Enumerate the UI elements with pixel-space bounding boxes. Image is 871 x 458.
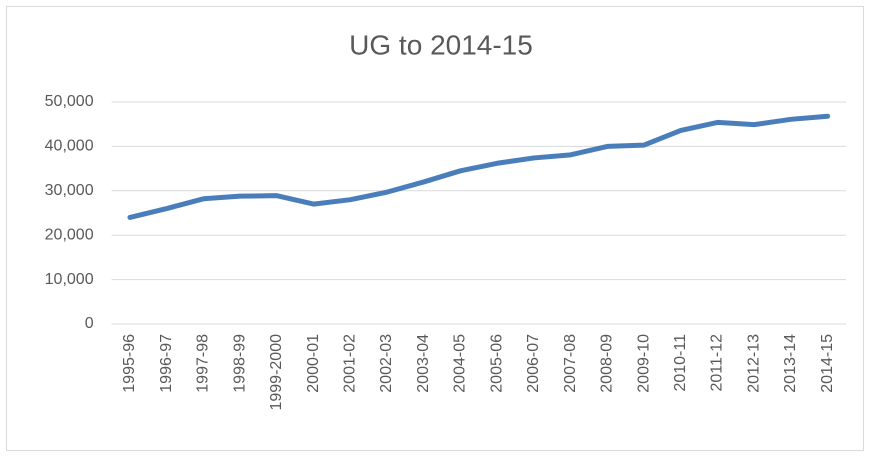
- chart-border: [6, 6, 864, 451]
- x-tick-label: 2003-04: [415, 334, 432, 393]
- x-tick-label: 2014-15: [819, 334, 836, 393]
- x-tick-label: 2006-07: [525, 334, 542, 393]
- x-tick-label: 2010-11: [672, 334, 689, 392]
- y-tick-label: 10,000: [45, 271, 94, 288]
- x-tick-label: 2002-03: [378, 334, 395, 393]
- line: [127, 113, 831, 220]
- x-tick-label: 2001-02: [341, 334, 358, 393]
- x-tick-label: 2011-12: [709, 334, 726, 392]
- x-tick-label: 2004-05: [452, 334, 469, 393]
- y-tick-label: 30,000: [45, 182, 94, 199]
- y-tick-label: 40,000: [45, 138, 94, 155]
- x-tick-label: 2013-14: [782, 334, 799, 393]
- x-tick-label: 1999-2000: [268, 334, 285, 411]
- x-tick-label: 2007-08: [562, 334, 579, 393]
- y-tick-label: 0: [85, 315, 94, 332]
- y-tick-label: 20,000: [45, 226, 94, 243]
- y-tick-label: 50,000: [45, 93, 94, 110]
- chart-title: UG to 2014-15: [349, 29, 533, 60]
- x-tick-label: 2012-13: [745, 334, 762, 393]
- x-tick-label: 1995-96: [121, 334, 138, 393]
- x-tick-label: 1996-97: [158, 334, 175, 393]
- x-tick-label: 2000-01: [305, 334, 322, 393]
- x-tick-label: 2009-10: [635, 334, 652, 393]
- x-tick-label: 1998-99: [231, 334, 248, 393]
- x-tick-label: 2008-09: [599, 334, 616, 393]
- x-tick-label: 1997-98: [195, 334, 212, 393]
- x-tick-label: 2005-06: [488, 334, 505, 393]
